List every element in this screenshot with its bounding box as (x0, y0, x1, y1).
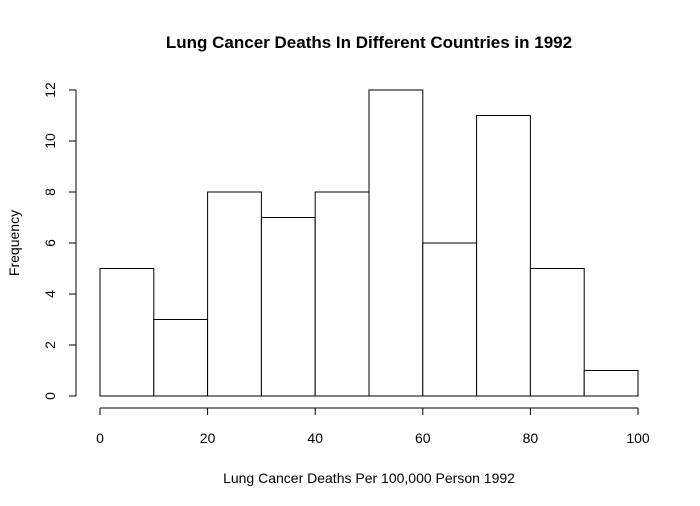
chart-title: Lung Cancer Deaths In Different Countrie… (166, 33, 572, 52)
x-tick-label: 100 (626, 430, 650, 446)
y-tick-label: 6 (42, 239, 58, 247)
histogram-bar (529, 268, 585, 397)
y-tick-label: 10 (42, 133, 58, 149)
histogram-bar (368, 89, 424, 397)
x-axis: 0 20 40 60 80 100 (96, 407, 650, 446)
histogram-bars (99, 89, 639, 397)
y-axis-label: Frequency (6, 210, 22, 276)
histogram-bar (99, 268, 155, 397)
y-tick-label: 0 (42, 392, 58, 400)
histogram-bar (207, 191, 262, 397)
x-tick-label: 40 (307, 430, 323, 446)
y-tick-label: 12 (42, 82, 58, 98)
x-tick-label: 60 (415, 430, 431, 446)
y-tick-label: 2 (42, 341, 58, 349)
x-tick-label: 0 (96, 430, 104, 446)
x-tick-label: 80 (523, 430, 539, 446)
y-axis: 0 2 4 6 8 10 12 (42, 82, 77, 400)
y-tick-label: 8 (42, 188, 58, 196)
histogram-bar (476, 115, 531, 397)
y-tick-label: 4 (42, 290, 58, 298)
x-tick-label: 20 (200, 430, 216, 446)
histogram-bar (153, 319, 209, 397)
histogram-bar (314, 191, 370, 397)
x-axis-label: Lung Cancer Deaths Per 100,000 Person 19… (223, 470, 515, 486)
histogram-bar (260, 217, 316, 397)
histogram-bar (583, 370, 639, 397)
histogram-bar (422, 242, 478, 397)
